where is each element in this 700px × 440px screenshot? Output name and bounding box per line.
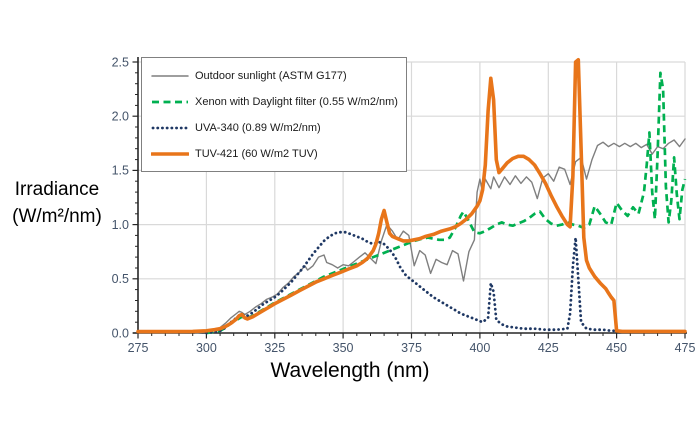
legend-line-xenon-daylight-icon: [152, 100, 188, 104]
y-tick-label: 2.5: [112, 55, 129, 69]
x-axis-title: Wavelength (nm): [270, 359, 430, 382]
x-tick-label: 450: [606, 341, 627, 355]
tick-labels: 275 300 325 350 375 400 425 450 475 0.0 0.5 1.0 1.5 2…: [112, 55, 696, 355]
axis-lines: [133, 57, 687, 334]
legend: Outdoor sunlight (ASTM G177) Xenon with …: [141, 57, 407, 172]
y-axis-title-line1: Irradiance: [14, 179, 100, 200]
y-axis-title-line2: (W/m²/nm): [12, 206, 102, 227]
legend-line-uva-340-icon: [151, 126, 189, 130]
data-series: [136, 57, 687, 335]
y-tick-label: 1.0: [112, 218, 129, 232]
legend-item-outdoor-sunlight: Outdoor sunlight (ASTM G177): [142, 63, 406, 89]
x-tick-label: 400: [469, 341, 490, 355]
legend-label-uva-340: UVA-340 (0.89 W/m2/nm): [195, 122, 321, 134]
x-tick-label: 325: [264, 341, 285, 355]
legend-label-outdoor-sunlight: Outdoor sunlight (ASTM G177): [195, 70, 347, 82]
y-tick-label: 0.0: [112, 326, 129, 340]
x-tick-label: 300: [196, 341, 217, 355]
legend-label-xenon-daylight: Xenon with Daylight filter (0.55 W/m2/nm…: [195, 96, 398, 108]
series-uva-340: [204, 230, 618, 335]
x-tick-label: 475: [675, 341, 696, 355]
legend-item-xenon-daylight: Xenon with Daylight filter (0.55 W/m2/nm…: [142, 89, 406, 115]
series-tuv-421: [136, 57, 687, 334]
legend-item-tuv-421: TUV-421 (60 W/m2 TUV): [142, 141, 406, 167]
legend-line-outdoor-sunlight-icon: [151, 75, 189, 77]
y-axis-title: Irradiance (W/m²/nm): [2, 176, 112, 230]
series-outdoor-sunlight: [194, 138, 686, 334]
x-tick-label: 350: [333, 341, 354, 355]
x-tick-label: 425: [538, 341, 559, 355]
y-tick-label: 2.0: [112, 110, 129, 124]
legend-item-uva-340: UVA-340 (0.89 W/m2/nm): [142, 115, 406, 141]
legend-label-tuv-421: TUV-421 (60 W/m2 TUV): [195, 148, 318, 160]
x-tick-label: 375: [401, 341, 422, 355]
legend-line-tuv-421-icon: [151, 152, 189, 156]
y-tick-label: 0.5: [112, 272, 129, 286]
x-tick-label: 275: [128, 341, 149, 355]
y-tick-label: 1.5: [112, 164, 129, 178]
